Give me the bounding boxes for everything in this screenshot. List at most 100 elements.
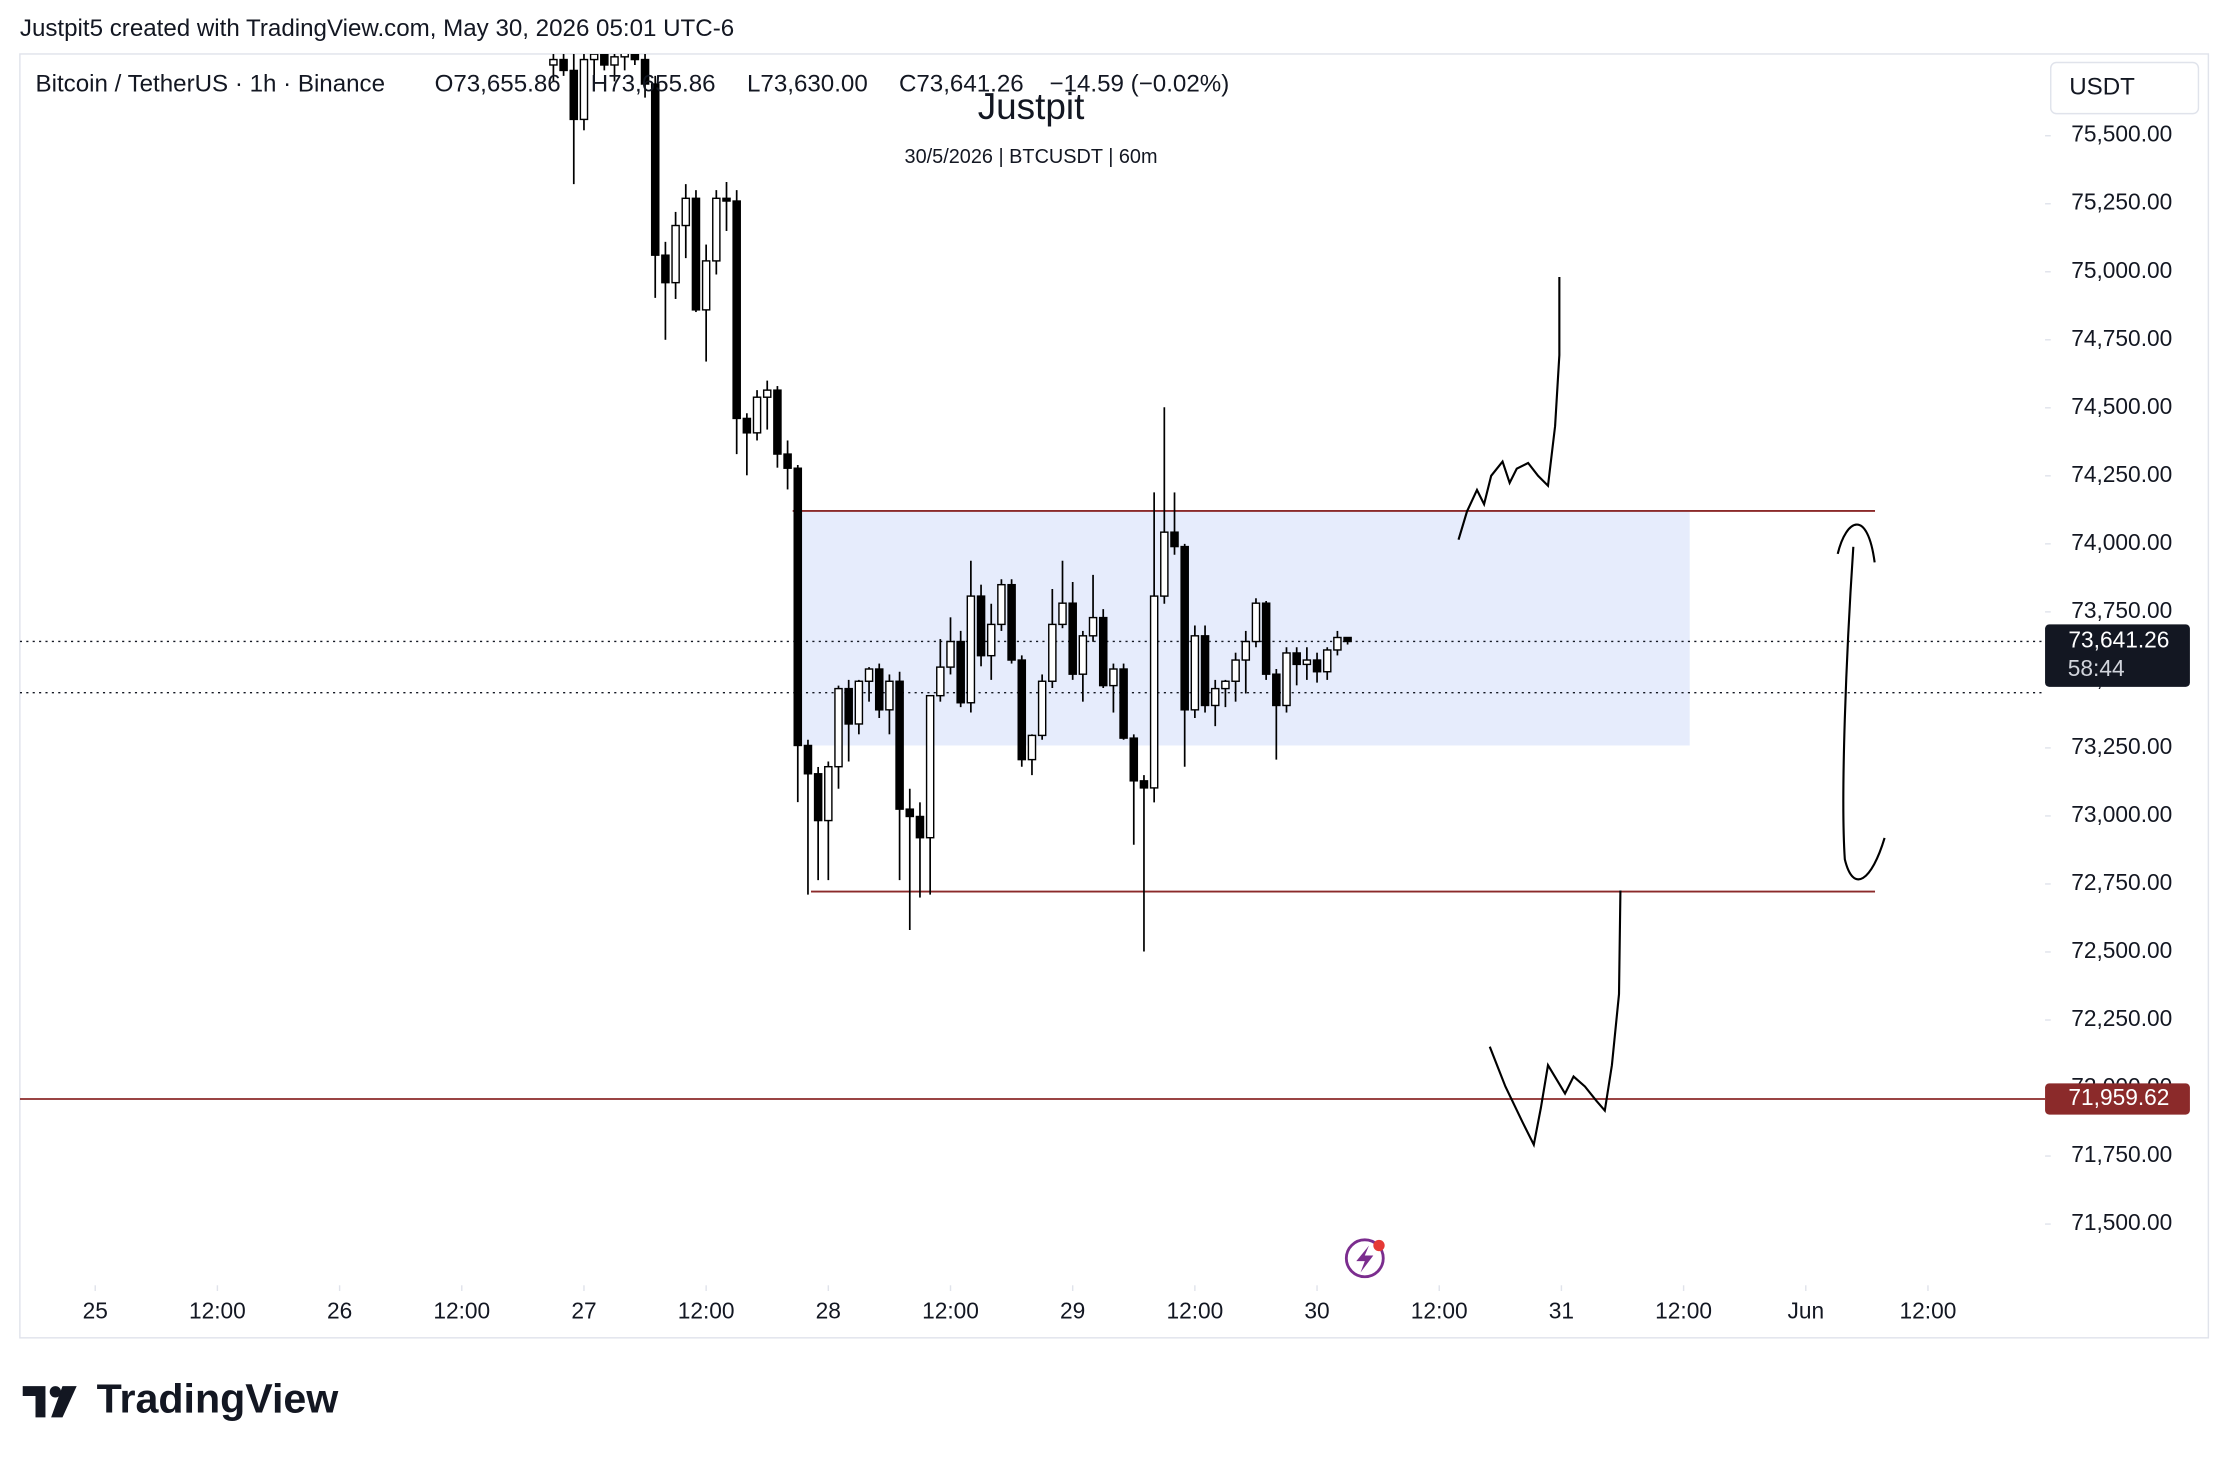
x-tick-label: 12:00 [433,1297,490,1323]
plot-area [19,53,2046,1100]
x-tick-label: 12:00 [1900,1297,1957,1323]
y-tick-label: 74,250.00 [2071,461,2172,487]
candle-body [650,83,660,256]
candle-body [1098,616,1108,687]
y-tick-label: 72,500.00 [2071,937,2172,963]
candle-body [997,583,1006,626]
candle-body [783,453,792,469]
candle-body [712,197,721,262]
y-tick-label: 75,000.00 [2071,257,2172,283]
lightning-icon[interactable] [1344,1238,1385,1279]
candle-body [936,666,945,697]
x-tick-label: 27 [571,1297,596,1323]
candle-body [1180,545,1189,711]
candle-body [1170,531,1179,548]
candle-body [1210,687,1220,707]
candle-body [732,200,741,420]
candle-body [1109,668,1118,687]
candle-body [1302,659,1312,666]
candle-body [681,197,691,227]
candle-body [1221,680,1230,690]
level-label: 71,959.62 [2068,1084,2169,1110]
ohlc-change: −14.59 (−0.02%) [1050,71,1230,98]
y-tick-label: 71,500.00 [2071,1209,2172,1235]
ohlc-high: H73,655.86 [591,71,716,98]
candle-body [885,680,894,711]
candle-body [793,467,803,747]
x-tick-label: 29 [1060,1297,1085,1323]
candle-body [762,389,772,398]
candle-body [600,53,609,66]
candle-body [1037,680,1047,737]
candle-body [956,640,965,704]
candle-body [813,773,823,822]
candle-body [610,56,619,66]
range-zone [795,510,1690,746]
x-tick-label: 30 [1304,1297,1329,1323]
candle-body [925,694,935,839]
candle-body [1058,602,1067,626]
countdown-label: 58:44 [2068,655,2125,681]
candle-body [559,58,568,72]
candle-body [1017,659,1027,761]
candle-body [1261,602,1271,675]
candle-body [630,53,640,61]
price-label: 73,641.26 [2068,626,2169,652]
ohlc-open: O73,655.86 [435,71,561,98]
candle-body [1343,636,1352,643]
x-tick-label: 12:00 [1411,1297,1468,1323]
candle-body [1231,659,1240,682]
scribble-up [1457,276,1561,540]
candle-body [620,53,629,58]
candle-body [671,224,680,284]
ohlc-close: C73,641.26 [899,71,1024,98]
candle-body [1068,602,1077,675]
candle-body [1139,780,1149,789]
y-tick-label: 71,750.00 [2071,1141,2172,1167]
candle-body [1322,649,1332,673]
candle-body [905,808,915,818]
candle-body [752,396,762,434]
candle-body [1119,668,1128,739]
x-tick-label: 28 [816,1297,841,1323]
y-tick-label: 72,750.00 [2071,869,2172,895]
chart-subtitle: 30/5/2026 | BTCUSDT | 60m [905,146,1158,168]
scribble-down [1488,890,1622,1148]
candle-body [569,69,579,121]
y-tick-label: 73,750.00 [2071,597,2172,623]
candle-body [803,744,813,775]
candle-body [549,58,558,66]
credit: Justpit5 created with TradingView.com, M… [20,15,734,42]
chart-frame [19,53,2210,1339]
x-tick-label: 12:00 [922,1297,979,1323]
candle-body [742,417,752,434]
candle-body [1272,673,1281,707]
candle-body [1292,652,1301,666]
candle-body [1251,602,1261,643]
currency[interactable]: USDT [2069,73,2135,100]
x-tick-label: 12:00 [678,1297,735,1323]
ohlc-low: L73,630.00 [747,71,868,98]
drawings [1457,276,1886,1148]
x-tick-label: Jun [1787,1297,1824,1323]
y-tick-label: 75,500.00 [2071,121,2172,147]
y-tick-label: 74,500.00 [2071,393,2172,419]
candle-body [834,687,843,768]
currency-box[interactable] [2050,61,2200,115]
candle-body [1200,635,1210,707]
brand: TradingView [97,1376,340,1422]
candle-body [1027,734,1037,761]
axes: 71,500.0071,750.0072,000.0072,250.0072,5… [83,121,2190,1323]
candle-body [915,815,925,839]
level-label-box [2045,1083,2190,1115]
x-tick-label: 26 [327,1297,352,1323]
y-tick-label: 75,250.00 [2071,189,2172,215]
candle-body [946,640,955,668]
price-label-box [2045,624,2190,687]
candle-body [722,197,731,202]
candle-body [986,623,996,657]
candle-body [1129,737,1139,782]
candle-body [966,595,976,704]
candle-body [589,53,599,61]
